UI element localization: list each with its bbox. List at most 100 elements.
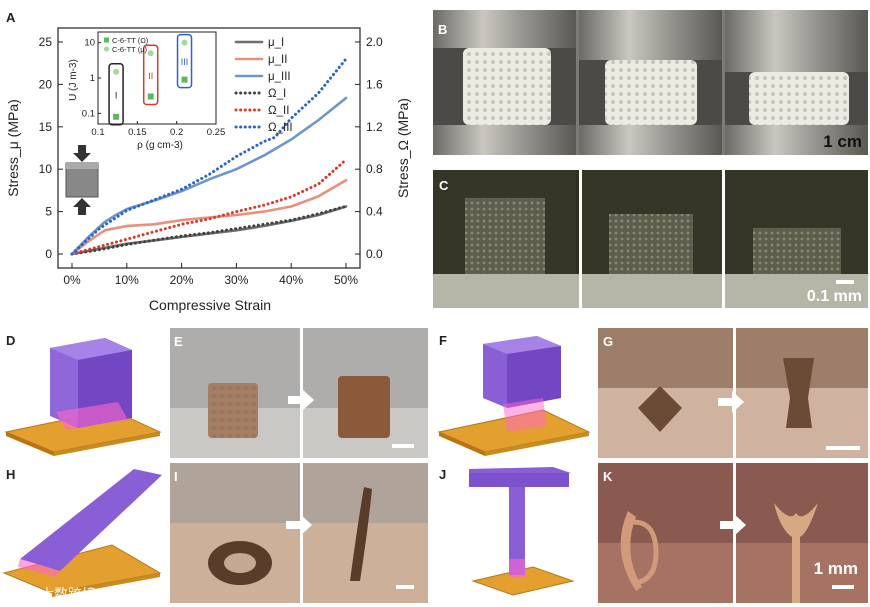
inset-group-label: III [181, 57, 189, 67]
y-tick-label: 5 [45, 205, 52, 219]
panel-b: B 1 cm [433, 10, 868, 155]
inset-x-tick-label: 0.2 [170, 127, 183, 138]
legend-entry: μ_II [268, 54, 287, 66]
y-tick-label: 0 [45, 247, 52, 261]
legend-entry: Ω_I [268, 88, 286, 100]
inset-point-mu [181, 39, 188, 46]
x-tick-label: 20% [170, 273, 194, 287]
panel-i: I [170, 463, 428, 603]
microscale-photos [433, 170, 868, 308]
copper-lattice-i2 [350, 487, 372, 581]
legend-entry: μ_III [268, 71, 291, 83]
y2-tick-label: 0.0 [366, 247, 383, 261]
inset-x-tick-label: 0.25 [207, 127, 226, 138]
inset-point-omega [147, 93, 154, 100]
y2-tick-label: 1.2 [366, 120, 383, 134]
series-line-omega_II [70, 158, 348, 256]
compression-photos [433, 10, 868, 155]
copper-lattice-e2 [338, 376, 390, 438]
panel-label-d: D [6, 333, 16, 348]
series-line-mu_III [70, 96, 348, 256]
x-tick-label: 50% [334, 273, 358, 287]
y-tick-label: 25 [39, 35, 53, 49]
inset-group-label: II [148, 71, 153, 81]
y-tick-label: 10 [39, 162, 53, 176]
copper-lattice-g1 [638, 386, 682, 432]
panel-h: H [0, 463, 165, 603]
stress-strain-chart: 0% 10% 20% 30% 40% 50% 0 5 10 15 20 25 0.0 0.4 0.8 1.… [5, 27, 411, 313]
chart-legend: μ_I μ_II μ_III Ω_I Ω_II Ω_III [234, 37, 293, 134]
x-tick-label: 0% [63, 273, 81, 287]
arrow-e [288, 389, 314, 411]
y2-tick-label: 0.8 [366, 162, 383, 176]
x-tick-label: 30% [224, 273, 248, 287]
panel-a: 0% 10% 20% 30% 40% 50% 0 5 10 15 20 25 0.0 0.4 0.8 1.… [0, 0, 428, 320]
x-axis-label: Compressive Strain [149, 297, 271, 313]
inset-group-box [108, 63, 124, 126]
y-tick-label: 15 [39, 120, 53, 134]
panel-c: C 0.1 mm [433, 170, 868, 308]
watermark: 大数跨境 [40, 587, 96, 603]
panel-label-k: K [603, 469, 613, 484]
inset-legend-circle [103, 46, 110, 52]
scale-label-c: 0.1 mm [806, 288, 862, 305]
t-beam-top-j [469, 467, 571, 487]
inset-group-box [176, 33, 193, 89]
copper-lattice-k2 [774, 503, 818, 603]
panel-label-i: I [174, 469, 178, 484]
inset-point-omega [181, 76, 188, 83]
panel-label-j: J [439, 467, 447, 482]
panel-label-c: C [439, 178, 449, 193]
panel-j: J [433, 463, 593, 603]
series-line-omega_I [70, 204, 348, 256]
compression-icon [65, 145, 99, 215]
panel-label-f: F [439, 333, 447, 348]
inset-y-tick-label: 1 [90, 73, 95, 84]
scale-bar-c [836, 280, 854, 284]
panel-d: D [0, 328, 165, 458]
panel-f: F [433, 328, 593, 458]
y2-axis-label: Stress_Ω (MPa) [395, 98, 411, 198]
x-tick-label: 40% [279, 273, 303, 287]
inset-group-label: I [115, 90, 118, 100]
panel-label-a: A [6, 10, 16, 25]
legend-entry: Ω_II [268, 105, 289, 117]
inset-legend-square [104, 37, 109, 43]
inset-group-box [142, 44, 159, 106]
panel-label-b: B [438, 22, 448, 37]
panel-e: E [170, 328, 428, 458]
inset-point-mu [147, 50, 154, 57]
y2-tick-label: 2.0 [366, 35, 383, 49]
slanted-beam-h [20, 469, 162, 571]
scale-bar-i [396, 585, 414, 589]
inset-point-omega [113, 113, 120, 120]
y2-tick-label: 1.6 [366, 77, 383, 91]
copper-lattice-k1 [620, 511, 642, 591]
scale-bar-g [826, 446, 860, 450]
inset-y-tick-label: 10 [84, 38, 95, 49]
inset-legend-entry: C-6-TT (Ω) [112, 36, 149, 45]
plot-frame [57, 27, 361, 269]
panel-label-e: E [174, 334, 183, 349]
scale-label-b: 1 cm [823, 132, 862, 151]
y-axis-label: Stress_μ (MPa) [5, 99, 21, 197]
series-line-mu_II [70, 178, 348, 256]
legend-entry: μ_I [268, 37, 284, 49]
x-tick-label: 10% [115, 273, 139, 287]
inset-x-tick-label: 0.15 [128, 127, 147, 138]
panel-k: K 1 mm [598, 463, 868, 603]
inset-legend-entry: C-6-TT (μ) [112, 45, 148, 54]
inset-y-label: U (J m-3) [68, 59, 79, 101]
copper-lattice-g2 [783, 358, 814, 428]
panel-label-g: G [603, 334, 614, 349]
t-beam-stem-j [509, 487, 525, 575]
inset-x-label: ρ (g cm-3) [137, 140, 183, 151]
y-tick-label: 20 [39, 77, 53, 91]
inset-x-tick-label: 0.1 [91, 127, 104, 138]
scale-bar-k [832, 585, 854, 589]
scale-label-k: 1 mm [813, 559, 858, 578]
arrow-g [718, 391, 744, 413]
panel-label-h: H [6, 467, 16, 482]
legend-entry: Ω_III [268, 122, 293, 134]
